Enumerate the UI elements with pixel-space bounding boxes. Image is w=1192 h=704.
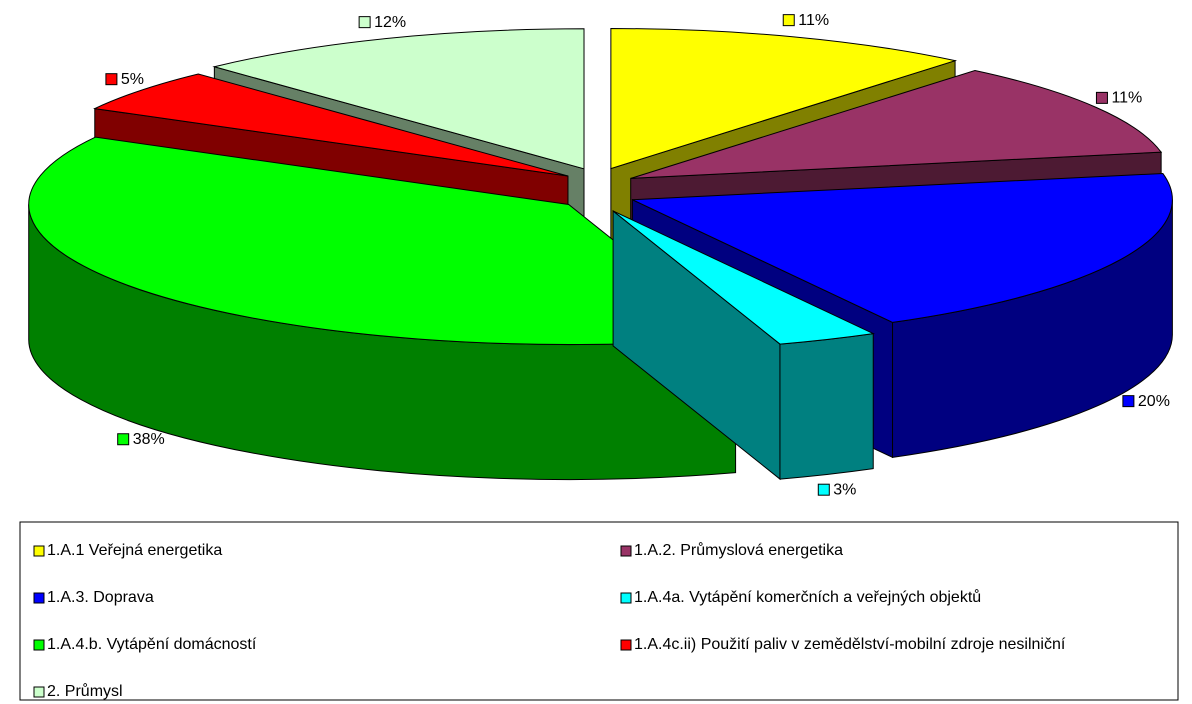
- slice: [632, 172, 1173, 323]
- slice: [612, 209, 875, 481]
- legend-label: 1.A.4a. Vytápění komerčních a veřejných …: [634, 588, 981, 606]
- legend-swatch: [620, 639, 632, 651]
- slice: [630, 70, 1163, 179]
- legend-label: 2. Průmysl: [47, 682, 123, 700]
- legend-swatch: [620, 545, 632, 557]
- label-swatch: [817, 483, 830, 496]
- value-label: 5%: [121, 71, 144, 88]
- slice-wall: [779, 333, 874, 480]
- slice: [93, 73, 569, 177]
- legend-label: 1.A.3. Doprava: [47, 589, 154, 606]
- slice: [610, 28, 958, 170]
- slice: [612, 210, 875, 345]
- legend-label: 1.A.4c.ii) Použití paliv v zemědělství-m…: [634, 636, 1066, 653]
- value-label: 11%: [1111, 90, 1142, 107]
- label-swatch: [105, 73, 118, 86]
- legend-swatch: [33, 639, 45, 651]
- legend-label: 1.A.2. Průmyslová energetika: [634, 541, 843, 559]
- value-label: 20%: [1138, 393, 1170, 410]
- value-label: 38%: [133, 431, 165, 448]
- legend-swatch: [33, 686, 45, 698]
- legend-box: [19, 521, 1179, 701]
- legend-swatch: [620, 592, 632, 604]
- value-label: 11%: [798, 12, 829, 29]
- legend-label: 1.A.4.b. Vytápění domácností: [47, 636, 257, 653]
- label-swatch: [1095, 91, 1108, 104]
- legend-label: 1.A.1 Veřejná energetika: [47, 542, 222, 559]
- label-swatch: [358, 16, 371, 29]
- slice: [28, 136, 737, 481]
- label-swatch: [782, 14, 795, 27]
- label-swatch: [117, 433, 130, 446]
- slice: [28, 136, 737, 346]
- value-label: 12%: [374, 14, 406, 31]
- slice: [212, 28, 585, 170]
- legend-swatch: [33, 592, 45, 604]
- label-swatch: [1122, 395, 1135, 408]
- value-label: 3%: [833, 481, 856, 498]
- legend-swatch: [33, 545, 45, 557]
